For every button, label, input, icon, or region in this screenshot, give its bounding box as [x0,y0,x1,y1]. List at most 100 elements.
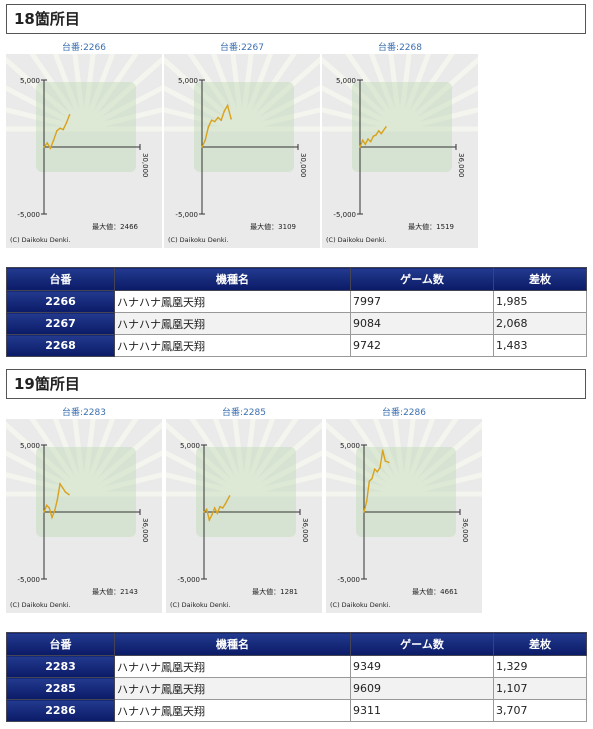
data-point [369,140,372,143]
y-tick-label: 5,000 [178,77,198,85]
data-line [203,495,231,523]
chart-svg: 5,000 -5,000 36,000 最大値：1281 (C) Daikoku Den… [166,419,322,613]
table-row: 2286 ハナハナ鳳凰天翔 9311 3,707 [6,699,587,722]
chart-label: 台番:2286 [382,408,426,418]
data-point [220,119,222,121]
max-value-label: 最大値：1281 [252,587,298,596]
data-point [52,139,55,142]
machine-no: 2268 [6,334,115,357]
data-point [53,509,56,512]
data-point [223,110,226,112]
chart-2283: 台番:2283 5,000 -5,000 36,000 最大値：2143 (C) Dai… [6,407,162,613]
x-tick-label: 36,000 [461,518,469,543]
max-value-label: 最大値：3109 [250,222,296,231]
y-tick-label: -5,000 [17,211,40,219]
diff-coins: 2,068 [493,312,587,335]
data-point [385,126,387,128]
data-point [45,504,48,507]
data-point [381,449,384,452]
header-machine-no: 台番 [6,632,115,656]
chart-svg: 5,000 -5,000 36,000 最大値：2143 (C) Daikoku Den… [6,419,162,613]
header-model: 機種名 [114,267,351,291]
table-row: 2285 ハナハナ鳳凰天翔 9609 1,107 [6,677,587,700]
data-point [228,495,231,497]
model-name: ハナハナ鳳凰天翔 [114,699,351,722]
section-title-19: 19箇所目 [6,369,586,399]
game-count: 9609 [350,677,494,700]
x-tick-label: 36,000 [141,518,149,543]
data-point [364,143,367,146]
data-point [371,477,373,480]
data-point [201,146,203,148]
data-point [62,128,64,131]
header-diff: 差枚 [493,267,587,291]
data-point [384,460,387,462]
data-point [43,146,45,148]
y-tick-label: 5,000 [20,442,40,450]
data-point [51,516,53,519]
game-count: 9311 [350,699,494,722]
header-machine-no: 台番 [6,267,115,291]
machine-no: 2267 [6,312,115,335]
chart-2285: 台番:2285 5,000 -5,000 36,000 最大値：1281 (C) Dai… [166,407,322,613]
x-tick-label: 36,000 [457,153,465,178]
x-tick-label: 30,000 [141,153,149,178]
data-point [65,122,68,124]
data-point [376,471,379,473]
chart-label: 台番:2268 [378,43,422,53]
machine-no: 2285 [6,677,115,700]
copyright-text: (C) Daikoku Denki. [170,601,231,609]
machine-no: 2286 [6,699,115,722]
copyright-text: (C) Daikoku Denki. [10,601,71,609]
data-point [61,487,64,489]
diff-coins: 1,985 [493,290,587,313]
data-point [208,519,211,521]
section-title-18: 18箇所目 [6,4,586,34]
data-point [207,126,210,128]
data-line [43,482,70,520]
diff-coins: 1,483 [493,334,587,357]
game-count: 9742 [350,334,494,357]
chart-label: 台番:2283 [62,408,106,418]
data-point [379,466,381,469]
data-point [375,134,377,136]
data-point [43,511,45,513]
data-point [380,132,383,135]
data-point [48,507,51,509]
chart-backdrop [196,447,296,537]
chart-backdrop [36,447,136,537]
data-point [388,461,390,464]
data-point [213,507,216,509]
header-diff: 差枚 [493,632,587,656]
data-point [210,119,213,121]
data-line [201,103,232,148]
data-point [205,508,208,511]
y-tick-label: 5,000 [20,77,40,85]
copyright-text: (C) Daikoku Denki. [326,236,387,244]
table-row: 2268 ハナハナ鳳凰天翔 9742 1,483 [6,334,587,357]
header-model: 機種名 [114,632,351,656]
y-tick-label: -5,000 [337,576,360,584]
data-point [217,116,219,119]
chart-svg: 5,000 -5,000 36,000 最大値：1519 (C) Daikoku Den… [322,54,478,248]
data-line [363,450,390,513]
model-name: ハナハナ鳳凰天翔 [114,312,351,335]
x-tick-label: 36,000 [301,518,309,543]
chart-label: 台番:2285 [222,408,266,418]
table-row: 2283 ハナハナ鳳凰天翔 9349 1,329 [6,655,587,678]
data-point [219,505,221,508]
data-point [68,114,71,116]
data-point [211,513,213,516]
max-value-label: 最大値：4661 [412,587,458,596]
table-row: 2266 ハナハナ鳳凰天翔 7997 1,985 [6,290,587,313]
data-table-18: 台番 機種名 ゲーム数 差枚 2266 ハナハナ鳳凰天翔 7997 1,985 … [6,267,587,357]
data-point [224,503,227,505]
data-point [56,499,59,501]
data-point [68,493,70,496]
chart-svg: 5,000 -5,000 30,000 最大値：3109 (C) Daikoku Den… [164,54,320,248]
machine-no: 2266 [6,290,115,313]
header-games: ゲーム数 [350,267,494,291]
model-name: ハナハナ鳳凰天翔 [114,655,351,678]
data-point [367,138,369,140]
chart-2268: 台番:2268 5,000 -5,000 36,000 最大値：1519 (C) Dai… [322,42,478,248]
